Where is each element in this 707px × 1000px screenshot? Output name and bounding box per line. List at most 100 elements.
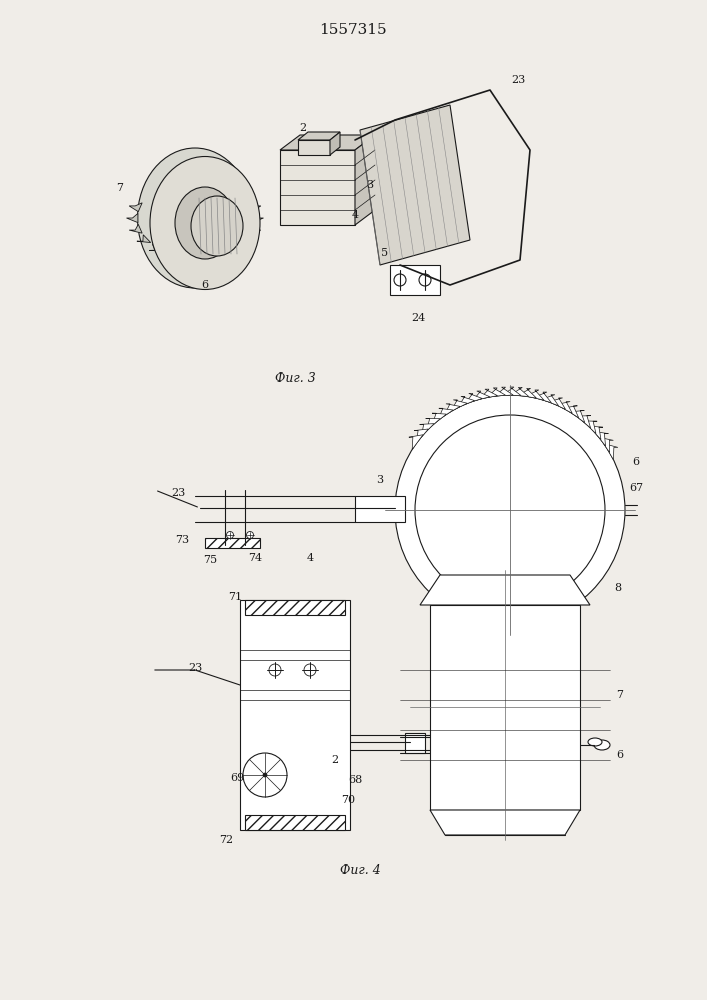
Ellipse shape [588,738,602,746]
Ellipse shape [175,187,235,259]
Polygon shape [149,244,163,250]
Polygon shape [589,426,603,440]
Text: Фиг. 3: Фиг. 3 [274,371,315,384]
Ellipse shape [269,664,281,676]
Ellipse shape [263,773,267,777]
Polygon shape [280,150,355,225]
Polygon shape [212,251,226,257]
Polygon shape [534,392,551,403]
Polygon shape [472,391,490,401]
Polygon shape [549,398,566,409]
Polygon shape [510,387,529,397]
Polygon shape [526,390,544,400]
Polygon shape [432,413,447,425]
Text: Фиг. 4: Фиг. 4 [339,863,380,876]
Polygon shape [129,203,142,212]
Polygon shape [239,235,253,243]
Polygon shape [430,605,580,810]
Ellipse shape [191,196,243,256]
Polygon shape [405,733,425,753]
Polygon shape [594,432,609,446]
Text: 5: 5 [382,248,389,258]
Polygon shape [245,600,345,615]
Polygon shape [600,437,614,453]
Polygon shape [495,387,513,396]
Text: 70: 70 [341,795,355,805]
Text: 68: 68 [348,775,362,785]
Polygon shape [563,406,579,418]
Text: 8: 8 [614,583,621,593]
Polygon shape [227,244,241,250]
Polygon shape [355,496,405,522]
Polygon shape [556,402,572,413]
Polygon shape [583,421,597,434]
Text: 23: 23 [171,488,185,498]
Polygon shape [604,444,618,460]
Polygon shape [245,815,345,830]
Polygon shape [479,389,498,399]
Text: 6: 6 [633,457,640,467]
Polygon shape [227,186,241,192]
Polygon shape [464,393,482,404]
Polygon shape [420,424,434,437]
Polygon shape [444,404,460,416]
Polygon shape [248,224,261,233]
Ellipse shape [243,753,287,797]
Polygon shape [430,810,580,835]
Text: 74: 74 [248,553,262,563]
Text: 6: 6 [201,280,209,290]
Ellipse shape [304,664,316,676]
Text: 24: 24 [411,313,425,323]
Polygon shape [248,203,261,212]
Text: 2: 2 [332,755,339,765]
Ellipse shape [150,156,260,290]
Polygon shape [426,419,440,431]
Polygon shape [503,387,521,396]
Ellipse shape [395,395,625,625]
Polygon shape [330,132,340,155]
Text: 75: 75 [203,555,217,565]
Polygon shape [280,135,375,150]
Polygon shape [240,600,350,830]
Polygon shape [360,105,470,265]
Ellipse shape [419,274,431,286]
Ellipse shape [247,532,254,538]
Text: 3: 3 [366,180,373,190]
Polygon shape [298,140,330,155]
Text: 23: 23 [188,663,202,673]
Text: 23: 23 [511,75,525,85]
Ellipse shape [226,532,233,538]
Polygon shape [165,251,177,257]
Polygon shape [576,416,591,428]
Polygon shape [420,575,590,605]
Ellipse shape [137,148,252,288]
Polygon shape [252,213,264,223]
Text: 67: 67 [629,483,643,493]
Text: 7: 7 [617,690,624,700]
Polygon shape [390,265,440,295]
Polygon shape [451,400,467,411]
Text: 69: 69 [230,773,244,783]
Polygon shape [542,395,559,406]
Polygon shape [409,435,423,450]
Polygon shape [438,408,453,420]
Polygon shape [137,235,151,243]
Polygon shape [180,255,194,260]
Text: 7: 7 [117,183,124,193]
Polygon shape [129,224,142,233]
Polygon shape [239,193,253,201]
Ellipse shape [594,740,610,750]
Text: 71: 71 [228,592,242,602]
Ellipse shape [394,274,406,286]
Text: 6: 6 [617,750,624,760]
Text: 2: 2 [300,123,307,133]
Text: 72: 72 [219,835,233,845]
Text: 1557315: 1557315 [319,23,387,37]
Polygon shape [205,538,260,548]
Text: 73: 73 [175,535,189,545]
Polygon shape [487,388,506,397]
Polygon shape [570,410,585,423]
Polygon shape [298,132,340,140]
Polygon shape [197,255,210,260]
Polygon shape [355,135,375,225]
